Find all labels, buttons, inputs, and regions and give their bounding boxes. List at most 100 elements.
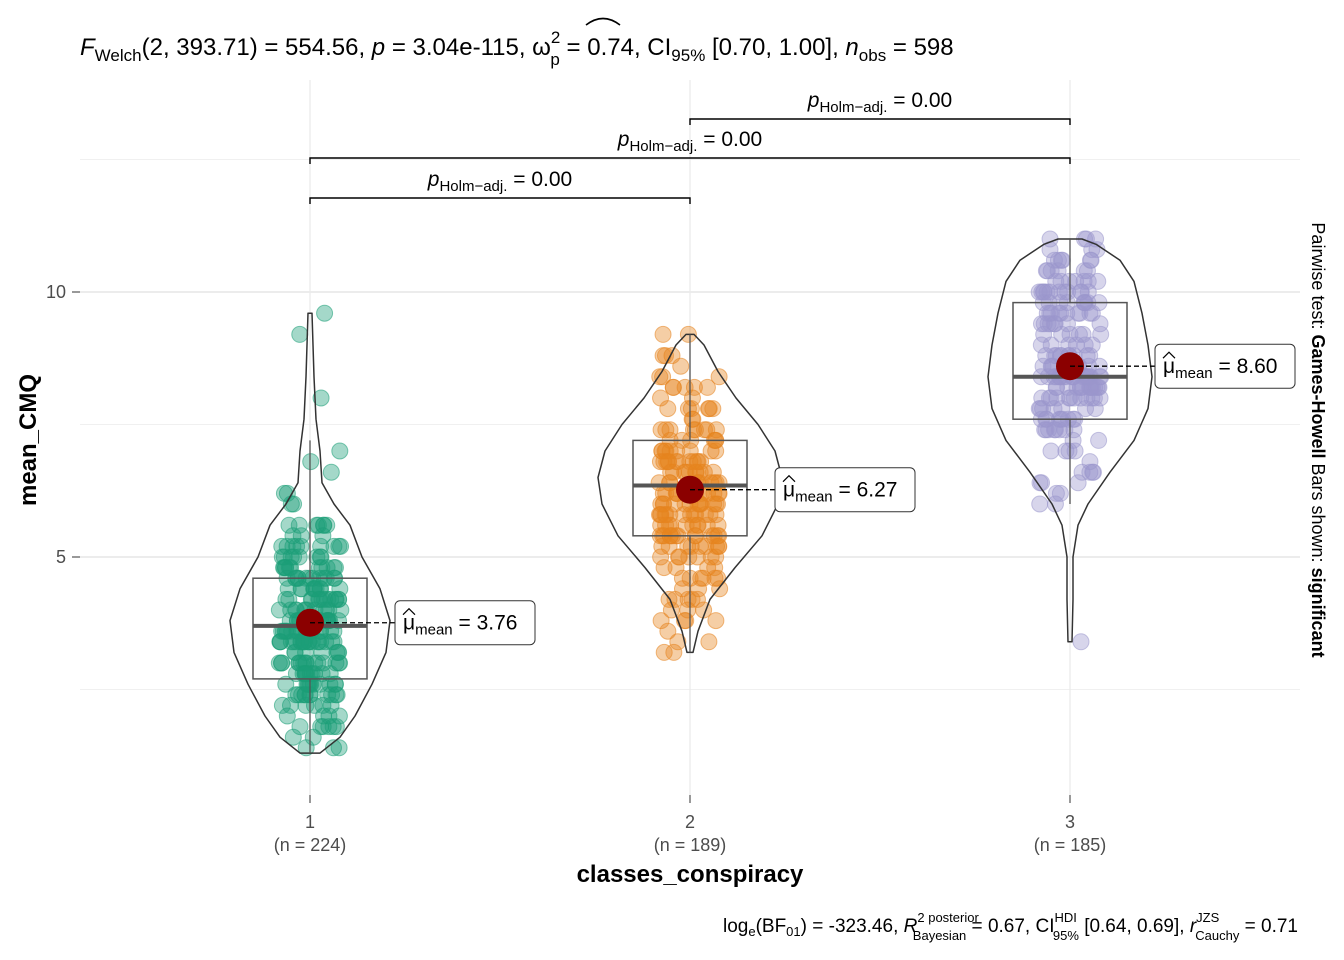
bayes-r2-sup: 2 posterior [917, 910, 979, 925]
data-point [284, 728, 302, 746]
right-caption-test: Games-Howell [1308, 334, 1328, 458]
data-point [332, 601, 350, 619]
data-point [314, 654, 332, 672]
data-point [1060, 442, 1078, 460]
data-point [292, 537, 310, 555]
data-point [694, 569, 712, 587]
title-df: (2, 393.71) [142, 34, 258, 61]
group-2: μmean = 6.27 [597, 325, 916, 661]
bracket-line [309, 197, 691, 204]
pairwise-brackets: pHolm−adj. = 0.00 pHolm−adj. = 0.00 pHolm−… [309, 89, 1071, 204]
data-point [1067, 272, 1085, 290]
data-point [322, 463, 340, 481]
data-point [701, 506, 719, 524]
data-point [290, 516, 308, 534]
data-point [290, 654, 308, 672]
data-point [1035, 315, 1053, 333]
data-point [659, 400, 677, 418]
data-point [698, 421, 716, 439]
data-point [270, 654, 288, 672]
data-point [1030, 400, 1048, 418]
data-point [1042, 442, 1060, 460]
data-point [285, 633, 303, 651]
data-point [278, 537, 296, 555]
data-point [1042, 336, 1060, 354]
bayes-r-value: 0.71 [1261, 916, 1298, 937]
data-point [1082, 378, 1100, 396]
data-point [1048, 378, 1066, 396]
title-f: F [80, 34, 96, 61]
data-point [310, 559, 328, 577]
title-omega-value: 0.74 [587, 34, 634, 61]
data-point [657, 516, 675, 534]
data-point [661, 506, 679, 524]
data-point [288, 537, 306, 555]
data-point [707, 612, 725, 630]
data-point [1089, 272, 1107, 290]
bayes-bf: (BF [756, 916, 787, 937]
data-point [654, 347, 672, 365]
bayes-ci-sub: 95% [1053, 928, 1079, 943]
mean-label-box [774, 467, 916, 513]
data-point [330, 654, 348, 672]
data-point [688, 548, 706, 566]
data-point [1083, 304, 1101, 322]
x-count-label: (n = 189) [654, 835, 727, 855]
right-caption-shown: significant [1308, 568, 1328, 658]
bracket-label: pHolm−adj. = 0.00 [807, 89, 952, 116]
title-p-value: 3.04e-115 [413, 34, 519, 61]
data-point [1066, 442, 1084, 460]
groups: μmean = 3.76 μmean = 6.27 μmean = 8.60 [229, 230, 1296, 757]
title-n-sub: obs [859, 46, 886, 65]
data-point [683, 590, 701, 608]
bracket-1-2: pHolm−adj. = 0.00 [309, 168, 691, 204]
bracket-1-3: pHolm−adj. = 0.00 [309, 128, 1071, 164]
mean-label-text: μmean = 3.76 [403, 612, 517, 639]
y-tick-label: 10 [46, 282, 66, 302]
data-point [661, 421, 679, 439]
data-point [709, 569, 727, 587]
x-count-label: (n = 185) [1034, 835, 1107, 855]
mean-label-box [1154, 343, 1296, 389]
data-point [315, 516, 333, 534]
data-point [1058, 304, 1076, 322]
bayes-r2-value: 0.67 [988, 916, 1025, 937]
data-point [691, 537, 709, 555]
data-point [325, 537, 343, 555]
data-point [280, 516, 298, 534]
data-point [655, 643, 673, 661]
data-point [1078, 389, 1096, 407]
bayes-ci-sup: HDI [1054, 910, 1076, 925]
right-caption-prefix: Pairwise test: [1308, 222, 1328, 334]
data-point [292, 580, 310, 598]
data-point [1079, 272, 1097, 290]
data-point [308, 548, 326, 566]
data-point [323, 633, 341, 651]
data-point [287, 686, 305, 704]
data-point [662, 463, 680, 481]
data-point [1033, 474, 1051, 492]
data-point [330, 537, 348, 555]
data-point [676, 612, 694, 630]
data-point [655, 559, 673, 577]
mean-label-2: μmean = 6.27 [774, 467, 916, 513]
group-1: μmean = 3.76 [229, 304, 536, 757]
data-point [1032, 336, 1050, 354]
data-point [270, 601, 288, 619]
data-point [1038, 283, 1056, 301]
data-point [1031, 495, 1049, 513]
title-ci-sub: 95% [671, 46, 705, 65]
data-point [650, 506, 668, 524]
data-point [316, 304, 334, 322]
box-2 [632, 439, 748, 537]
mean-hat-mark [782, 474, 796, 483]
data-point [660, 590, 678, 608]
data-point [670, 548, 688, 566]
x-tick-label: 1 [305, 812, 315, 832]
bracket-line [309, 157, 1071, 164]
data-point [277, 675, 295, 693]
data-point [291, 718, 309, 736]
data-point [659, 622, 677, 640]
bracket-line [689, 118, 1071, 125]
